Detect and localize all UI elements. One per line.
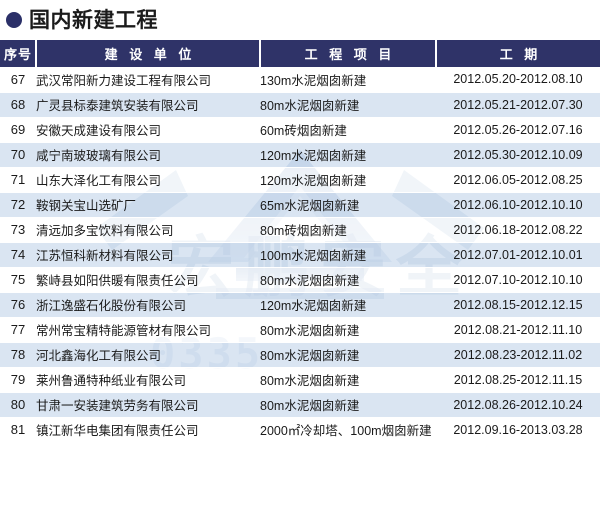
cell-project: 120m水泥烟囱新建: [260, 292, 436, 318]
cell-unit: 镇江新华电集团有限责任公司: [36, 417, 260, 443]
cell-unit: 广灵县标泰建筑安装有限公司: [36, 92, 260, 118]
projects-table: 序号 建 设 单 位 工 程 项 目 工 期 67 武汉常阳新力建设工程有限公司 1…: [0, 40, 600, 443]
cell-seq: 74: [0, 242, 36, 268]
cell-unit: 清远加多宝饮料有限公司: [36, 217, 260, 243]
table-row: 72 鞍钢关宝山选矿厂 65m水泥烟囱新建 2012.06.10-2012.10.10: [0, 192, 600, 218]
cell-unit: 江苏恒科新材料有限公司: [36, 242, 260, 268]
cell-project: 2000㎡冷却塔、100m烟囱新建: [260, 417, 436, 443]
cell-period: 2012.07.10-2012.10.10: [436, 267, 600, 293]
table-row: 74 江苏恒科新材料有限公司 100m水泥烟囱新建 2012.07.01-2012.1…: [0, 242, 600, 268]
table-body: 67 武汉常阳新力建设工程有限公司 130m水泥烟囱新建 2012.05.20-201…: [0, 67, 600, 443]
table-row: 75 繁峙县如阳供暖有限责任公司 80m水泥烟囱新建 2012.07.10-2012.…: [0, 267, 600, 293]
cell-unit: 甘肃一安装建筑劳务有限公司: [36, 392, 260, 418]
cell-seq: 76: [0, 292, 36, 318]
cell-project: 130m水泥烟囱新建: [260, 67, 436, 93]
cell-period: 2012.05.21-2012.07.30: [436, 92, 600, 118]
cell-project: 80m砖烟囱新建: [260, 217, 436, 243]
cell-seq: 79: [0, 367, 36, 393]
cell-project: 100m水泥烟囱新建: [260, 242, 436, 268]
cell-project: 120m水泥烟囱新建: [260, 142, 436, 168]
table-header-row: 序号 建 设 单 位 工 程 项 目 工 期: [0, 40, 600, 67]
cell-period: 2012.06.18-2012.08.22: [436, 217, 600, 243]
cell-project: 65m水泥烟囱新建: [260, 192, 436, 218]
cell-unit: 浙江逸盛石化股份有限公司: [36, 292, 260, 318]
projects-table-wrap: 序号 建 设 单 位 工 程 项 目 工 期 67 武汉常阳新力建设工程有限公司 1…: [0, 40, 600, 443]
cell-unit: 山东大泽化工有限公司: [36, 167, 260, 193]
cell-period: 2012.08.26-2012.10.24: [436, 392, 600, 418]
cell-unit: 莱州鲁通特种纸业有限公司: [36, 367, 260, 393]
cell-period: 2012.08.25-2012.11.15: [436, 367, 600, 393]
cell-project: 80m水泥烟囱新建: [260, 317, 436, 343]
cell-period: 2012.06.05-2012.08.25: [436, 167, 600, 193]
cell-unit: 鞍钢关宝山选矿厂: [36, 192, 260, 218]
bullet-icon: [6, 12, 22, 28]
cell-period: 2012.08.15-2012.12.15: [436, 292, 600, 318]
table-row: 79 莱州鲁通特种纸业有限公司 80m水泥烟囱新建 2012.08.25-2012.1…: [0, 367, 600, 393]
cell-period: 2012.09.16-2013.03.28: [436, 417, 600, 443]
cell-period: 2012.07.01-2012.10.01: [436, 242, 600, 268]
page-title: 国内新建工程: [29, 8, 158, 32]
table-row: 76 浙江逸盛石化股份有限公司 120m水泥烟囱新建 2012.08.15-2012.…: [0, 292, 600, 318]
cell-project: 120m水泥烟囱新建: [260, 167, 436, 193]
cell-period: 2012.05.26-2012.07.16: [436, 117, 600, 143]
cell-period: 2012.05.20-2012.08.10: [436, 67, 600, 93]
page-title-bar: 国内新建工程: [0, 0, 600, 40]
cell-project: 60m砖烟囱新建: [260, 117, 436, 143]
cell-seq: 73: [0, 217, 36, 243]
cell-seq: 69: [0, 117, 36, 143]
cell-unit: 常州常宝精特能源管材有限公司: [36, 317, 260, 343]
cell-unit: 安徽天成建设有限公司: [36, 117, 260, 143]
table-row: 77 常州常宝精特能源管材有限公司 80m水泥烟囱新建 2012.08.21-2012…: [0, 317, 600, 343]
cell-period: 2012.08.23-2012.11.02: [436, 342, 600, 368]
cell-seq: 80: [0, 392, 36, 418]
column-header-project: 工 程 项 目: [260, 40, 437, 67]
cell-period: 2012.06.10-2012.10.10: [436, 192, 600, 218]
column-header-seq: 序号: [0, 40, 37, 67]
table-row: 67 武汉常阳新力建设工程有限公司 130m水泥烟囱新建 2012.05.20-201…: [0, 67, 600, 93]
cell-seq: 68: [0, 92, 36, 118]
cell-project: 80m水泥烟囱新建: [260, 367, 436, 393]
cell-seq: 75: [0, 267, 36, 293]
table-row: 81 镇江新华电集团有限责任公司 2000㎡冷却塔、100m烟囱新建 2012.09.…: [0, 417, 600, 443]
table-row: 68 广灵县标泰建筑安装有限公司 80m水泥烟囱新建 2012.05.21-2012.…: [0, 92, 600, 118]
cell-period: 2012.08.21-2012.11.10: [436, 317, 600, 343]
cell-project: 80m水泥烟囱新建: [260, 392, 436, 418]
cell-project: 80m水泥烟囱新建: [260, 92, 436, 118]
cell-seq: 77: [0, 317, 36, 343]
cell-seq: 81: [0, 417, 36, 443]
table-row: 78 河北鑫海化工有限公司 80m水泥烟囱新建 2012.08.23-2012.11.…: [0, 342, 600, 368]
cell-period: 2012.05.30-2012.10.09: [436, 142, 600, 168]
table-row: 80 甘肃一安装建筑劳务有限公司 80m水泥烟囱新建 2012.08.26-2012.…: [0, 392, 600, 418]
cell-unit: 河北鑫海化工有限公司: [36, 342, 260, 368]
cell-unit: 武汉常阳新力建设工程有限公司: [36, 67, 260, 93]
cell-project: 80m水泥烟囱新建: [260, 267, 436, 293]
cell-seq: 78: [0, 342, 36, 368]
cell-seq: 67: [0, 67, 36, 93]
table-row: 69 安徽天成建设有限公司 60m砖烟囱新建 2012.05.26-2012.07.1…: [0, 117, 600, 143]
cell-project: 80m水泥烟囱新建: [260, 342, 436, 368]
cell-seq: 72: [0, 192, 36, 218]
table-row: 73 清远加多宝饮料有限公司 80m砖烟囱新建 2012.06.18-2012.08.…: [0, 217, 600, 243]
column-header-unit: 建 设 单 位: [36, 40, 261, 67]
cell-unit: 咸宁南玻玻璃有限公司: [36, 142, 260, 168]
table-row: 70 咸宁南玻玻璃有限公司 120m水泥烟囱新建 2012.05.30-2012.10…: [0, 142, 600, 168]
cell-seq: 70: [0, 142, 36, 168]
table-head: 序号 建 设 单 位 工 程 项 目 工 期: [0, 40, 600, 67]
cell-seq: 71: [0, 167, 36, 193]
cell-unit: 繁峙县如阳供暖有限责任公司: [36, 267, 260, 293]
table-row: 71 山东大泽化工有限公司 120m水泥烟囱新建 2012.06.05-2012.08…: [0, 167, 600, 193]
column-header-period: 工 期: [436, 40, 600, 67]
